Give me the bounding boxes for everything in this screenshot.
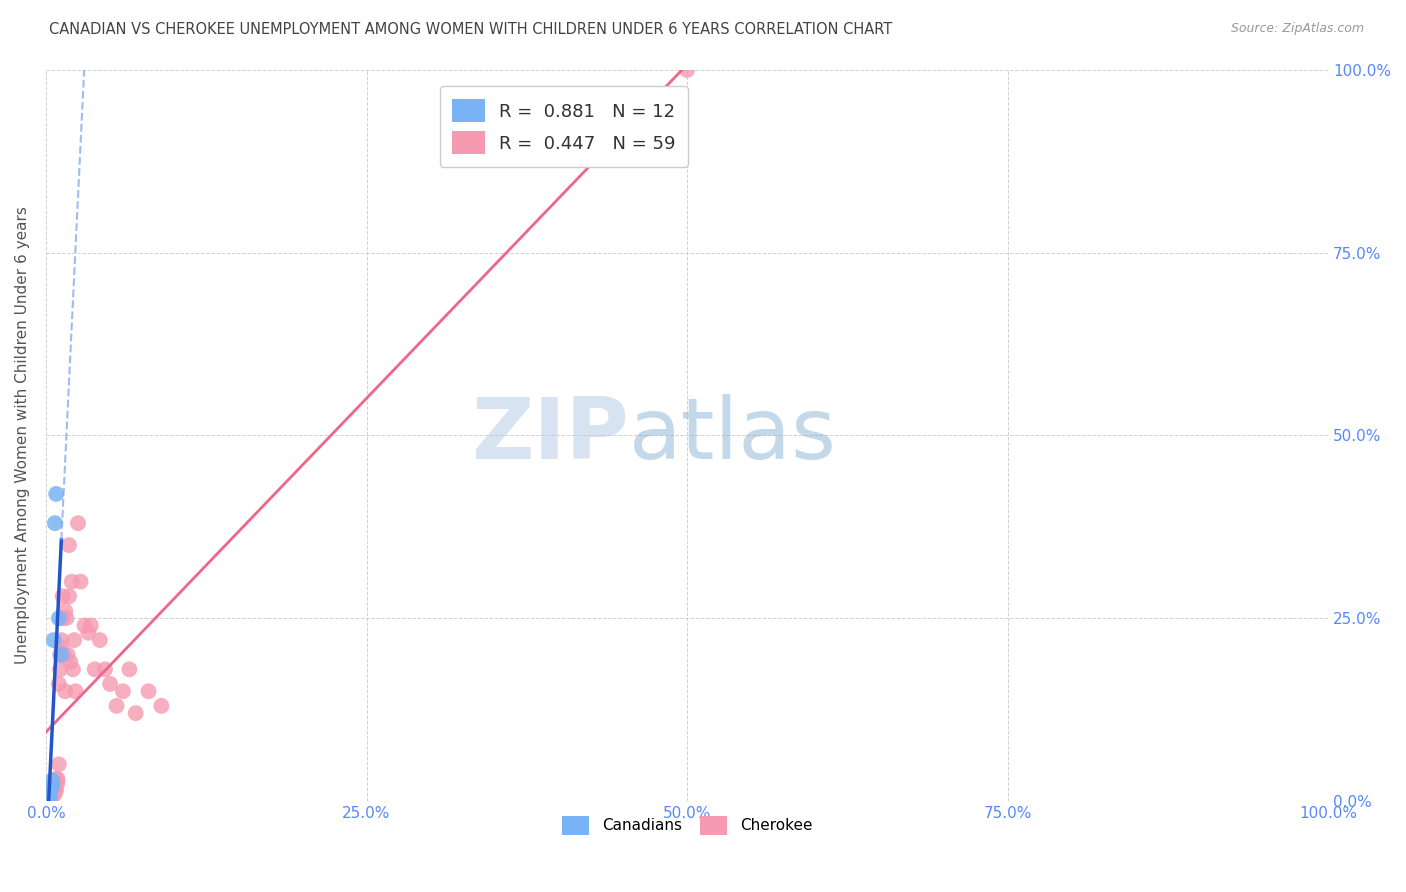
Point — [39, 787, 62, 801]
Point — [53, 684, 76, 698]
Point — [118, 662, 141, 676]
Point — [111, 684, 134, 698]
Point — [37, 790, 59, 805]
Point — [41, 779, 63, 793]
Point — [38, 790, 60, 805]
Point — [60, 574, 83, 589]
Point — [51, 640, 73, 655]
Point — [38, 787, 60, 801]
Point — [77, 625, 100, 640]
Point — [55, 611, 77, 625]
Point — [41, 790, 63, 805]
Point — [38, 783, 60, 797]
Point — [52, 611, 75, 625]
Point — [38, 790, 60, 805]
Point — [45, 772, 67, 786]
Point — [51, 648, 73, 662]
Point — [48, 677, 70, 691]
Point — [52, 648, 75, 662]
Point — [49, 662, 72, 676]
Point — [59, 655, 82, 669]
Point — [46, 775, 69, 789]
Point — [69, 574, 91, 589]
Point — [53, 604, 76, 618]
Point — [45, 487, 67, 501]
Point — [39, 783, 62, 797]
Point — [125, 706, 148, 721]
Point — [52, 589, 75, 603]
Point — [48, 611, 70, 625]
Point — [49, 648, 72, 662]
Point — [41, 779, 63, 793]
Point — [45, 775, 67, 789]
Point — [38, 787, 60, 801]
Text: atlas: atlas — [630, 394, 838, 477]
Legend: Canadians, Cherokee: Canadians, Cherokee — [553, 806, 821, 845]
Point — [48, 757, 70, 772]
Point — [676, 63, 699, 78]
Point — [73, 618, 96, 632]
Point — [105, 698, 128, 713]
Point — [44, 516, 66, 531]
Point — [44, 787, 66, 801]
Text: CANADIAN VS CHEROKEE UNEMPLOYMENT AMONG WOMEN WITH CHILDREN UNDER 6 YEARS CORREL: CANADIAN VS CHEROKEE UNEMPLOYMENT AMONG … — [49, 22, 893, 37]
Point — [63, 633, 86, 648]
Point — [38, 783, 60, 797]
Point — [56, 648, 79, 662]
Point — [38, 787, 60, 801]
Point — [94, 662, 117, 676]
Point — [39, 780, 62, 795]
Point — [138, 684, 160, 698]
Point — [38, 790, 60, 805]
Point — [39, 779, 62, 793]
Point — [150, 698, 173, 713]
Point — [89, 633, 111, 648]
Text: ZIP: ZIP — [471, 394, 630, 477]
Point — [42, 775, 65, 789]
Point — [65, 684, 87, 698]
Point — [62, 662, 84, 676]
Point — [41, 787, 63, 801]
Point — [58, 538, 80, 552]
Point — [42, 779, 65, 793]
Point — [44, 783, 66, 797]
Point — [45, 783, 67, 797]
Point — [83, 662, 105, 676]
Y-axis label: Unemployment Among Women with Children Under 6 years: Unemployment Among Women with Children U… — [15, 207, 30, 665]
Text: Source: ZipAtlas.com: Source: ZipAtlas.com — [1230, 22, 1364, 36]
Point — [41, 773, 63, 788]
Point — [39, 790, 62, 805]
Point — [46, 772, 69, 786]
Point — [44, 779, 66, 793]
Point — [98, 677, 121, 691]
Point — [58, 589, 80, 603]
Point — [38, 790, 60, 805]
Point — [66, 516, 89, 531]
Point — [42, 633, 65, 648]
Point — [80, 618, 103, 632]
Point — [51, 633, 73, 648]
